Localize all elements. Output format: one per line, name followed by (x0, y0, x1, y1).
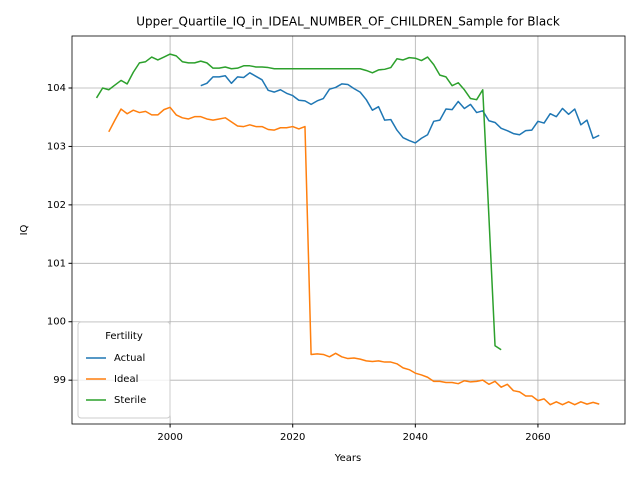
series-line (95, 53, 502, 351)
y-tick-label: 104 (47, 83, 66, 94)
legend-box (77, 321, 171, 419)
x-tick-label: 2020 (280, 432, 305, 443)
legend-label: Sterile (114, 395, 146, 406)
legend: Fertility Actual Ideal Sterile (77, 321, 171, 419)
y-tick-label: 102 (47, 200, 66, 211)
chart-title: Upper_Quartile_IQ_in_IDEAL_NUMBER_OF_CHI… (136, 15, 560, 29)
y-tick-label: 101 (47, 258, 66, 269)
x-tick-label: 2060 (525, 432, 550, 443)
y-axis-label: IQ (19, 224, 30, 235)
y-tick-label: 99 (53, 375, 66, 386)
y-tick-label: 103 (47, 141, 66, 152)
y-tick-label: 100 (47, 317, 66, 328)
x-axis-label: Years (334, 453, 361, 464)
x-tick-label: 2000 (157, 432, 182, 443)
series-line (108, 106, 600, 406)
legend-label: Actual (114, 353, 145, 364)
plot-frame (71, 35, 626, 425)
legend-title: Fertility (105, 331, 143, 342)
x-tick-label: 2040 (403, 432, 428, 443)
series-line (200, 72, 600, 144)
legend-label: Ideal (114, 374, 138, 385)
